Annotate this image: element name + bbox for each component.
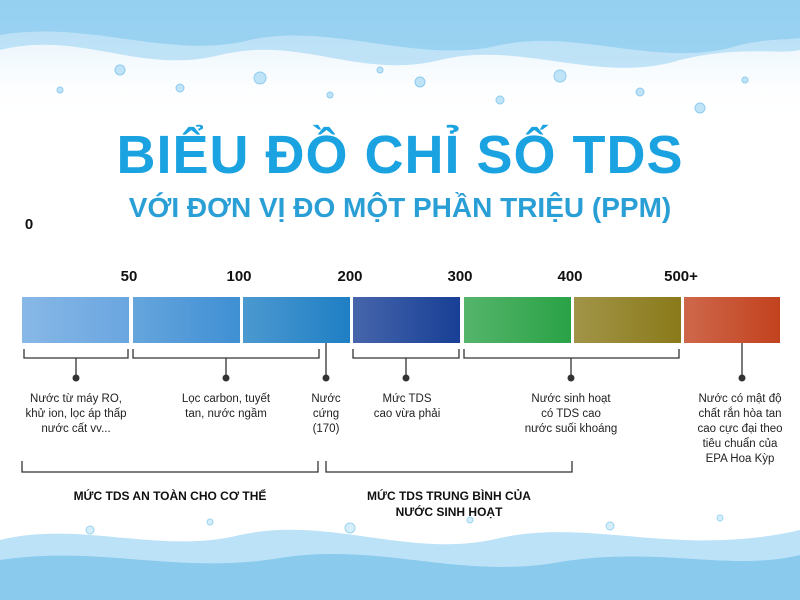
- category-safe-tds: MỨC TDS AN TOÀN CHO CƠ THỂ: [73, 489, 267, 503]
- desc-carbon-filter: Lọc carbon, tuyết tan, nước ngầm: [181, 393, 271, 420]
- water-splash-bottom: [0, 514, 800, 600]
- color-segment-200-300: [353, 297, 460, 343]
- tick-label-100: 100: [226, 268, 252, 285]
- water-splash-top: [0, 0, 800, 120]
- tick-label-0: 0: [24, 216, 34, 233]
- tick-label-400: 400: [557, 268, 583, 285]
- page-subtitle: VỚI ĐƠN VỊ ĐO MỘT PHẦN TRIỆU (PPM): [128, 192, 672, 223]
- desc-hard-water: Nước cứng (170): [311, 393, 341, 435]
- page-title: BIỂU ĐỒ CHỈ SỐ TDS: [116, 125, 684, 185]
- tick-label-200: 200: [337, 268, 363, 285]
- desc-moderate-tds: Mức TDS cao vừa phải: [373, 393, 441, 420]
- color-segment-300-400: [464, 297, 571, 343]
- desc-high-tds: Nước có mật độ chất rắn hòa tan cao cực …: [697, 393, 783, 465]
- tick-label-50: 50: [120, 268, 138, 285]
- tick-label-500-plus: 500+: [664, 268, 698, 285]
- desc-ro-water: Nước từ máy RO, khử ion, lọc áp thấp nướ…: [25, 393, 127, 435]
- color-segment-400-500: [574, 297, 681, 343]
- category-medium-tds: MỨC TDS TRUNG BÌNH CỦA NƯỚC SINH HOẠT: [367, 489, 531, 519]
- tick-label-300: 300: [447, 268, 473, 285]
- color-segment-500-plus: [684, 297, 780, 343]
- color-segment-100-200: [243, 297, 350, 343]
- color-segment-0-50: [22, 297, 129, 343]
- desc-living-water: Nước sinh hoạt có TDS cao nước suối khoá…: [524, 393, 618, 435]
- color-segment-50-100: [133, 297, 240, 343]
